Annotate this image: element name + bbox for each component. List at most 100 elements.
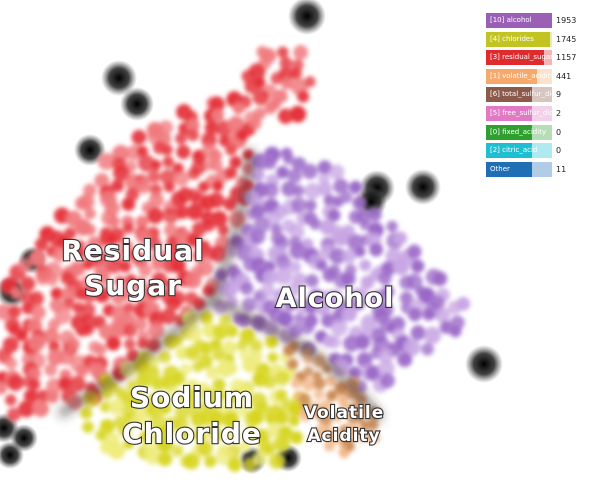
outlier-cell (74, 134, 106, 166)
volatile-cell (325, 389, 338, 402)
chloride-cell (157, 350, 172, 364)
alcohol-cell (423, 326, 442, 345)
sugar-cell (222, 196, 238, 212)
volatile-cell (302, 366, 314, 378)
alcohol-cell (367, 207, 383, 223)
sugar-cell (293, 44, 309, 60)
alcohol-cell (348, 180, 363, 195)
sugar-cell (135, 178, 152, 194)
legend-item: [1] volatile_acidity 441 (486, 68, 598, 84)
sugar-cell (147, 321, 165, 339)
legend-label: [0] fixed_acidity (490, 127, 547, 136)
chloride-cell (79, 406, 93, 420)
legend-label: [4] chlorides (490, 34, 534, 43)
legend: [10] alcohol 1953 [4] chlorides 1745 [3] res… (486, 13, 598, 180)
alcohol-cell (276, 310, 294, 328)
outlier-cell (288, 0, 326, 35)
sugar-cell (184, 271, 202, 290)
alcohol-cell (341, 249, 357, 264)
region-boundary (57, 371, 123, 419)
sugar-cell (4, 357, 18, 370)
legend-bar-wrap: [10] alcohol (486, 13, 552, 28)
volatile-cell (325, 375, 337, 387)
sugar-cell (224, 166, 238, 180)
alcohol-cell (241, 296, 257, 313)
legend-item: [2] citric_acid 0 (486, 143, 598, 159)
alcohol-cell (410, 324, 427, 341)
sugar-cell (273, 89, 288, 104)
sugar-cell (122, 222, 135, 235)
sugar-cell (224, 143, 238, 157)
chloride-cell (123, 437, 135, 450)
legend-count: 1953 (556, 16, 577, 25)
region-label-sodium-chloride-line1: Sodium (130, 381, 254, 414)
region-label-alcohol: Alcohol (276, 283, 395, 314)
sugar-cell (121, 196, 136, 212)
sugar-cell (93, 286, 111, 304)
sugar-cell (97, 272, 111, 286)
sugar-cell (20, 276, 36, 292)
legend-bar-wrap: [5] free_sulfur_dioxide (486, 105, 552, 121)
alcohol-cell (339, 190, 353, 204)
legend-swatch (486, 143, 533, 159)
sugar-cell (201, 217, 216, 233)
legend-swatch (486, 13, 552, 28)
chloride-cell (81, 420, 95, 434)
alcohol-cell (301, 163, 319, 180)
alcohol-cell (288, 260, 302, 274)
sugar-cell (131, 129, 147, 146)
sugar-cell (4, 393, 17, 407)
chloride-cell (239, 439, 252, 452)
volatile-cell (323, 440, 335, 452)
chloride-cell (211, 347, 226, 362)
sugar-cell (146, 207, 164, 225)
region-boundary (297, 341, 384, 423)
sugar-cell (207, 191, 225, 209)
volatile-cell (365, 418, 379, 432)
sugar-cell (80, 322, 95, 337)
legend-label: [5] free_sulfur_dioxide (490, 108, 552, 117)
legend-label: [10] alcohol (490, 16, 532, 24)
outlier-cell (465, 345, 503, 383)
alcohol-cell (260, 283, 276, 299)
legend-swatch (486, 50, 544, 66)
alcohol-cell (341, 305, 358, 323)
sugar-cell (160, 143, 174, 157)
chloride-cell (203, 454, 217, 468)
outlier-cell (101, 60, 137, 96)
sugar-cell (133, 317, 148, 331)
sugar-cell (163, 180, 176, 193)
chloride-cell (226, 428, 241, 442)
volatile-cell (367, 431, 380, 444)
outlier-cell (120, 87, 154, 121)
sugar-cell (105, 335, 122, 352)
sugar-cell (162, 155, 175, 169)
sugar-cell (232, 102, 245, 115)
sugar-cell (123, 337, 137, 351)
region-label-volatile-acidity-line1: Volatile (304, 403, 385, 423)
chloride-cell (266, 351, 279, 364)
legend-bar-wrap: [1] volatile_acidity (486, 68, 552, 84)
chloride-cell (156, 450, 173, 467)
chloride-cell (274, 370, 290, 387)
alcohol-cell (392, 257, 410, 276)
sugar-cell (175, 144, 191, 160)
chloride-cell (224, 324, 239, 339)
sugar-cell (94, 343, 107, 356)
sugar-cell (54, 307, 72, 325)
alcohol-cell (304, 199, 318, 212)
sugar-cell (170, 190, 189, 209)
chloride-cell (252, 451, 268, 467)
alcohol-cell (432, 270, 448, 287)
alcohol-cell (275, 165, 290, 180)
legend-count: 0 (556, 127, 562, 137)
legend-swatch (486, 68, 537, 84)
sugar-cell (248, 116, 262, 130)
volatile-cell (332, 411, 343, 423)
alcohol-cell (340, 270, 357, 287)
chloride-cell (171, 444, 185, 458)
sugar-cell (84, 223, 97, 236)
chloride-cell (157, 400, 173, 416)
sugar-cell (186, 203, 204, 221)
chloride-cell (221, 410, 240, 429)
